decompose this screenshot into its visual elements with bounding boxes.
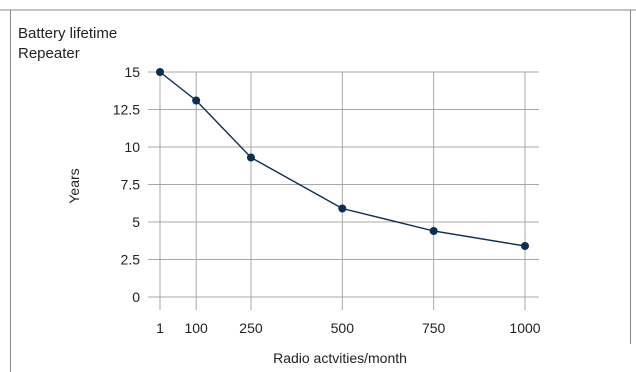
data-point: [192, 96, 201, 105]
x-axis-ticks: 1 100 250 500 750 1000: [156, 320, 541, 336]
data-point: [156, 68, 164, 76]
y-tick-label: 2.5: [121, 252, 141, 268]
y-tick-label: 0: [132, 289, 140, 305]
x-tick-label: 100: [184, 320, 208, 336]
data-point: [246, 153, 255, 162]
x-axis-label: Radio actvities/month: [273, 350, 407, 366]
chart-title: Battery lifetime: [18, 25, 117, 42]
y-tick-label: 5: [132, 214, 140, 230]
series-battery-lifetime: [156, 68, 529, 250]
x-tick-label: 250: [239, 320, 263, 336]
y-tick-label: 10: [124, 139, 140, 155]
chart-subtitle: Repeater: [18, 45, 80, 62]
y-tick-label: 12.5: [113, 102, 140, 118]
y-axis-label: Years: [66, 168, 82, 203]
x-tick-label: 500: [331, 320, 355, 336]
y-tick-label: 15: [124, 64, 140, 80]
data-point: [521, 242, 529, 250]
data-point: [338, 204, 347, 213]
y-tick-label: 7.5: [121, 177, 141, 193]
grid: [148, 71, 539, 310]
x-tick-label: 750: [422, 320, 446, 336]
x-tick-label: 1000: [509, 320, 540, 336]
y-axis-ticks: 0 2.5 5 7.5 10 12.5 15: [113, 64, 140, 305]
x-tick-label: 1: [156, 320, 164, 336]
series-line: [159, 71, 526, 247]
data-point: [429, 227, 438, 235]
